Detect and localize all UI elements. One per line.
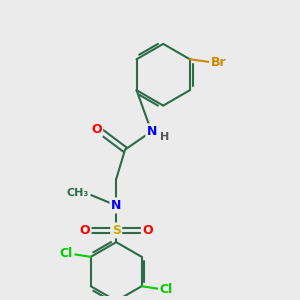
- Text: O: O: [91, 123, 102, 136]
- Text: O: O: [142, 224, 153, 237]
- Text: Br: Br: [211, 56, 226, 69]
- Text: Cl: Cl: [159, 283, 173, 296]
- Text: N: N: [147, 125, 157, 138]
- Text: O: O: [80, 224, 90, 237]
- Text: H: H: [160, 132, 170, 142]
- Text: N: N: [111, 199, 122, 212]
- Text: S: S: [112, 224, 121, 237]
- Text: Cl: Cl: [60, 248, 73, 260]
- Text: CH₃: CH₃: [66, 188, 88, 198]
